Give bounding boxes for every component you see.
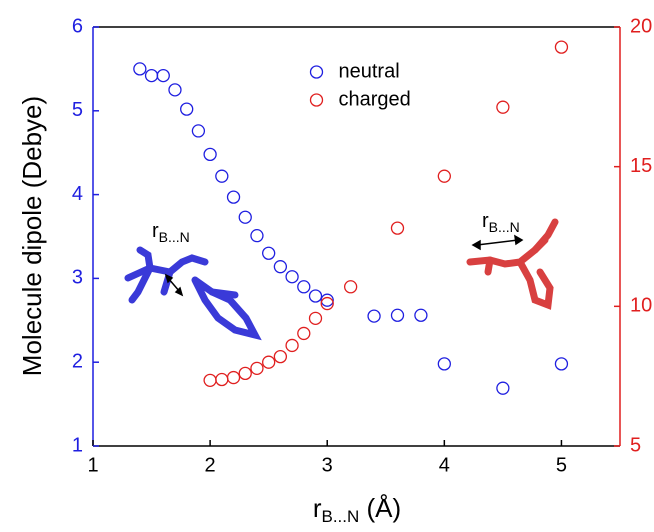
point [415, 309, 427, 321]
point [298, 327, 310, 339]
point [251, 230, 263, 242]
point [169, 84, 181, 96]
point [555, 41, 567, 53]
point [251, 362, 263, 374]
legend-marker [311, 66, 323, 78]
point [497, 382, 509, 394]
x-tick-label: 4 [439, 454, 450, 476]
y-tick-label: 1 [72, 434, 83, 456]
point [146, 70, 158, 82]
point [555, 358, 567, 370]
point [216, 374, 228, 386]
point [181, 103, 193, 115]
point [310, 312, 322, 324]
point [438, 358, 450, 370]
point [263, 247, 275, 259]
point [192, 125, 204, 137]
x-tick-label: 5 [556, 454, 567, 476]
y-tick-label: 6 [72, 15, 83, 37]
point [274, 261, 286, 273]
point [216, 170, 228, 182]
point [286, 339, 298, 351]
x-axis-label: rB...N (Å) [313, 493, 401, 527]
annotation: rB...N [482, 210, 520, 234]
chart: rB...N rB...N Molecule dipole (Debye) rB… [0, 0, 654, 532]
point [239, 211, 251, 223]
point [239, 367, 251, 379]
point [204, 374, 216, 386]
x-tick-label: 2 [205, 454, 216, 476]
point [228, 191, 240, 203]
y2-tick-label: 10 [630, 295, 652, 317]
y-tick-label: 2 [72, 350, 83, 372]
point [345, 281, 357, 293]
annotation: rB...N [152, 220, 190, 244]
point [274, 351, 286, 363]
y-tick-label: 4 [72, 183, 83, 205]
point [263, 356, 275, 368]
legend-marker [311, 94, 323, 106]
point [134, 63, 146, 75]
y-axis-label: Molecule dipole (Debye) [17, 96, 47, 376]
x-tick-label: 1 [87, 454, 98, 476]
legend-label: charged [339, 88, 411, 110]
x-tick-label: 3 [322, 454, 333, 476]
point [286, 271, 298, 283]
y2-tick-label: 5 [630, 434, 641, 456]
point [298, 281, 310, 293]
point [310, 290, 322, 302]
point [391, 222, 403, 234]
point [438, 170, 450, 182]
neutral-molecule [128, 250, 255, 335]
point [497, 101, 509, 113]
distance-arrow [166, 236, 522, 295]
legend-label: neutral [339, 60, 400, 82]
y2-tick-label: 15 [630, 155, 652, 177]
y-tick-label: 5 [72, 99, 83, 121]
y-tick-label: 3 [72, 267, 83, 289]
point [157, 70, 169, 82]
point [228, 372, 240, 384]
point [204, 148, 216, 160]
y2-tick-label: 20 [630, 15, 652, 37]
point [391, 309, 403, 321]
point [368, 310, 380, 322]
